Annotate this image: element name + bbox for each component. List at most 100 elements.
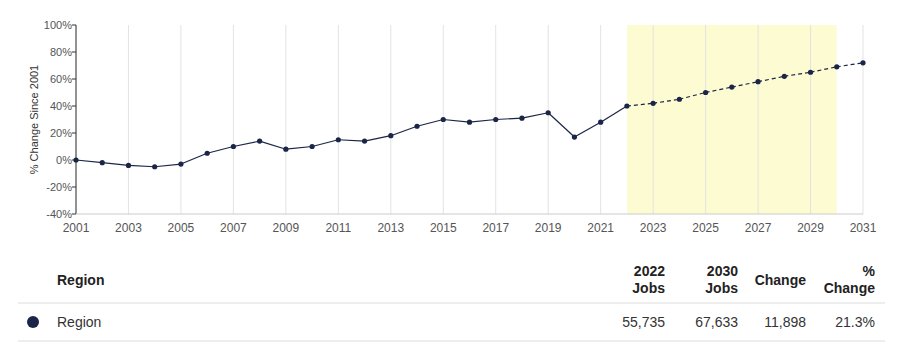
table-header: Region: [57, 272, 104, 288]
point: [388, 133, 393, 138]
x-tick-label: 2025: [692, 221, 719, 235]
line-segment: [679, 93, 705, 100]
point: [808, 70, 813, 75]
y-axis-title: % Change Since 2001: [28, 65, 40, 174]
point: [755, 79, 760, 84]
y-axis: [76, 25, 77, 214]
point: [703, 90, 708, 95]
grid-line: [76, 25, 77, 214]
y-tick: [72, 214, 76, 215]
line-segment: [260, 141, 286, 149]
table-rule: [18, 303, 885, 304]
x-tick-label: 2011: [325, 221, 351, 235]
y-tick: [72, 25, 76, 26]
line-segment: [391, 126, 417, 135]
x-tick-label: 2031: [850, 221, 877, 235]
point: [519, 116, 524, 121]
y-tick-label: 20%: [50, 127, 72, 139]
grid-line: [548, 25, 549, 214]
point: [100, 160, 105, 165]
line-segment: [496, 118, 522, 119]
point: [414, 124, 419, 129]
point: [152, 164, 157, 169]
y-tick-label: 100%: [44, 19, 72, 31]
point: [729, 85, 734, 90]
table-cell: 67,633: [695, 314, 738, 330]
table-header: 2030: [707, 263, 738, 279]
x-axis: [76, 214, 863, 215]
x-tick-label: 2001: [63, 221, 90, 235]
line-segment: [76, 160, 102, 163]
point: [546, 110, 551, 115]
line-segment: [470, 120, 496, 123]
point: [362, 139, 367, 144]
y-tick-label: -20%: [46, 181, 72, 193]
point: [572, 134, 577, 139]
x-tick-label: 2029: [797, 221, 824, 235]
table-header: Jobs: [632, 280, 665, 296]
y-tick: [72, 106, 76, 107]
point: [283, 147, 288, 152]
grid-line: [338, 25, 339, 214]
point: [467, 120, 472, 125]
point: [441, 117, 446, 122]
y-tick-label: 80%: [50, 46, 72, 58]
y-tick-label: 0%: [56, 154, 72, 166]
line-segment: [102, 163, 128, 166]
line-segment: [758, 76, 784, 81]
line-segment: [784, 72, 810, 76]
grid-line: [705, 25, 706, 214]
line-segment: [338, 140, 364, 141]
x-tick-label: 2013: [377, 221, 404, 235]
line-segment: [574, 122, 600, 137]
table-cell: 21.3%: [835, 314, 875, 330]
line-segment: [233, 141, 259, 146]
table-rule: [18, 341, 885, 342]
point: [178, 161, 183, 166]
grid-line: [180, 25, 181, 214]
grid-line: [233, 25, 234, 214]
grid-line: [285, 25, 286, 214]
point: [336, 137, 341, 142]
table-cell: 11,898: [764, 314, 806, 330]
y-tick-label: -40%: [46, 208, 72, 220]
point: [624, 103, 629, 108]
y-tick-label: 40%: [50, 100, 72, 112]
line-segment: [811, 67, 837, 72]
line-segment: [365, 136, 391, 141]
grid-line: [653, 25, 654, 214]
y-tick-label: 60%: [50, 73, 72, 85]
point: [493, 117, 498, 122]
x-tick-label: 2027: [745, 221, 772, 235]
line-segment: [181, 153, 207, 164]
table-header: 2022: [634, 263, 665, 279]
table-header: Change: [755, 272, 807, 288]
table-header: Jobs: [705, 280, 738, 296]
table-header: %: [863, 263, 876, 279]
point: [310, 144, 315, 149]
chart: 2001200320052007200920112013201520172019…: [0, 0, 900, 353]
point: [231, 144, 236, 149]
table-cell: 55,735: [622, 314, 665, 330]
point: [205, 151, 210, 156]
y-tick: [72, 79, 76, 80]
y-tick: [72, 187, 76, 188]
line-segment: [443, 120, 469, 123]
line-segment: [627, 103, 653, 106]
x-tick-label: 2015: [430, 221, 457, 235]
point: [651, 101, 656, 106]
table-cell: Region: [57, 314, 101, 330]
point: [598, 120, 603, 125]
grid-line: [128, 25, 129, 214]
grid-line: [758, 25, 759, 214]
point: [782, 74, 787, 79]
x-tick-label: 2007: [220, 221, 247, 235]
legend-dot: [27, 316, 39, 328]
x-tick-label: 2009: [273, 221, 300, 235]
point: [834, 64, 839, 69]
line-segment: [653, 99, 679, 103]
line-segment: [706, 87, 732, 92]
point: [73, 157, 78, 162]
x-tick-label: 2023: [640, 221, 667, 235]
x-tick-label: 2017: [482, 221, 509, 235]
